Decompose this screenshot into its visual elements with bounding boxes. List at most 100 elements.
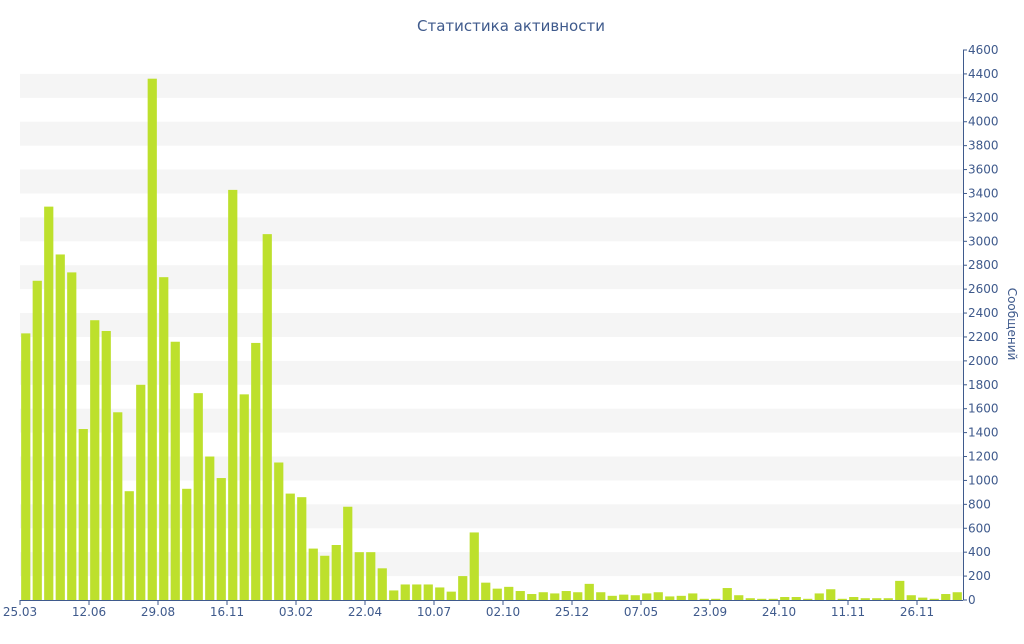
bar	[285, 493, 295, 600]
y-tick-label: 1200	[968, 450, 999, 464]
bar	[837, 598, 847, 600]
y-tick-label: 0	[968, 593, 976, 607]
y-tick-label: 400	[968, 545, 991, 559]
bar	[147, 78, 157, 600]
bar	[906, 595, 916, 600]
bar	[182, 488, 192, 600]
x-tick-label: 23.09	[693, 605, 727, 619]
bar	[308, 548, 318, 600]
bar	[711, 598, 721, 600]
x-tick-label: 26.11	[900, 605, 934, 619]
bar	[872, 598, 882, 600]
bar	[469, 532, 479, 600]
bar	[492, 588, 502, 600]
bar	[136, 384, 146, 600]
x-tick-label: 25.03	[3, 605, 37, 619]
bar	[159, 277, 169, 600]
bar	[67, 272, 77, 600]
bar	[170, 341, 180, 600]
bar	[216, 478, 226, 600]
bar	[561, 591, 571, 600]
bar	[550, 593, 560, 600]
y-tick-label: 4600	[968, 43, 999, 57]
bar	[481, 582, 491, 600]
bar	[354, 552, 364, 600]
y-tick-label: 2800	[968, 258, 999, 272]
chart-title: Статистика активности	[417, 17, 605, 35]
bar	[573, 592, 583, 600]
bar	[423, 584, 433, 600]
bar	[826, 589, 836, 600]
bar	[446, 591, 456, 600]
bar	[389, 590, 399, 600]
bar	[699, 598, 709, 600]
bar	[665, 596, 675, 600]
bar	[734, 595, 744, 600]
grid-band	[20, 121, 963, 146]
y-tick-label: 3400	[968, 186, 999, 200]
bar	[377, 568, 387, 600]
y-axis-title: Сообщений	[1005, 288, 1019, 361]
bar	[400, 584, 410, 600]
bar	[274, 462, 284, 600]
grid-band	[20, 265, 963, 290]
bar	[343, 506, 353, 600]
y-tick-label: 1800	[968, 378, 999, 392]
bar	[745, 598, 755, 600]
bar	[515, 591, 525, 600]
bar	[228, 189, 238, 600]
bar	[596, 592, 606, 600]
bar	[320, 555, 330, 600]
bar-series	[21, 78, 962, 600]
bar	[458, 576, 468, 600]
y-tick-label: 4000	[968, 115, 999, 129]
y-tick-label: 200	[968, 569, 991, 583]
bar	[780, 597, 790, 600]
bar	[895, 580, 905, 600]
y-tick-label: 3200	[968, 210, 999, 224]
y-tick-label: 3000	[968, 234, 999, 248]
y-tick-label: 2400	[968, 306, 999, 320]
bar	[814, 593, 824, 600]
x-tick-label: 03.02	[279, 605, 313, 619]
grid-bands	[20, 73, 963, 577]
bar	[193, 393, 203, 600]
x-tick-label: 11.11	[831, 605, 865, 619]
bar	[722, 588, 732, 600]
y-tick-label: 800	[968, 497, 991, 511]
bar	[630, 595, 640, 600]
bar	[676, 595, 686, 600]
bar	[527, 594, 537, 600]
bar	[883, 598, 893, 600]
bar	[21, 333, 31, 600]
bar	[860, 598, 870, 600]
bar	[757, 598, 767, 600]
bar	[791, 597, 801, 600]
bar	[607, 595, 617, 600]
bar	[44, 206, 54, 600]
y-tick-label: 3600	[968, 163, 999, 177]
bar	[366, 552, 376, 600]
bar	[101, 330, 111, 600]
bar	[918, 597, 928, 600]
y-tick-label: 4400	[968, 67, 999, 81]
bar	[78, 429, 88, 600]
bar	[205, 456, 215, 600]
bar	[768, 598, 778, 600]
axes: 0 200 400 600 800 1000 1200 1400 1600 1800 2000 220…	[3, 43, 999, 619]
grid-band	[20, 313, 963, 337]
y-tick-label: 3800	[968, 139, 999, 153]
bar	[262, 234, 272, 600]
x-tick-label: 24.10	[762, 605, 796, 619]
grid-band	[20, 169, 963, 194]
bar	[929, 598, 939, 600]
grid-band	[20, 217, 963, 242]
x-tick-label: 10.07	[417, 605, 451, 619]
y-tick-label: 1400	[968, 426, 999, 440]
bar	[803, 598, 813, 600]
bar	[619, 594, 629, 600]
bar	[412, 584, 422, 600]
x-tick-label: 29.08	[141, 605, 175, 619]
bar	[297, 497, 307, 600]
